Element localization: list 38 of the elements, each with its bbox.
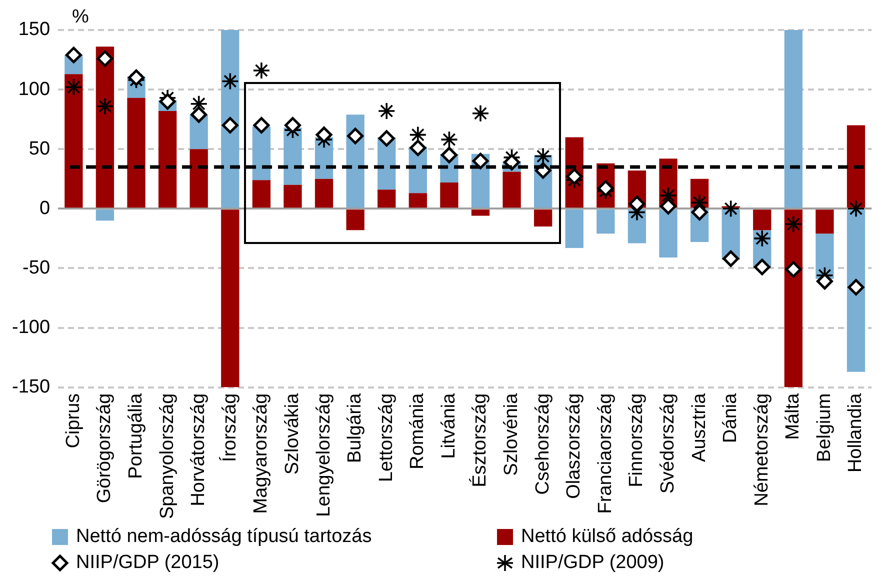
y-tick-label: 50 bbox=[28, 138, 50, 160]
legend-label: NIIP/GDP (2009) bbox=[521, 552, 664, 574]
x-tick-label: Portugália bbox=[125, 392, 146, 479]
y-axis-title: % bbox=[72, 6, 90, 28]
x-tick-label: Svédország bbox=[657, 393, 678, 494]
legend-label: Nettó külső adósság bbox=[521, 526, 694, 548]
y-tick-label: -150 bbox=[12, 376, 50, 398]
x-tick-label: Magyarország bbox=[250, 393, 272, 514]
legend-label: Nettó nem-adósság típusú tartozás bbox=[76, 526, 372, 548]
x-tick-label: Lettország bbox=[376, 393, 397, 482]
y-tick-label: 0 bbox=[39, 198, 50, 219]
legend-label: NIIP/GDP (2015) bbox=[76, 552, 220, 574]
y-tick-label: 150 bbox=[18, 19, 50, 40]
y-tick-label: -50 bbox=[22, 257, 50, 278]
x-tick-label: Románia bbox=[407, 392, 428, 470]
y-tick-label: 100 bbox=[18, 78, 50, 100]
y-tick-label: -100 bbox=[12, 316, 50, 338]
x-tick-label: Dánia bbox=[720, 392, 742, 443]
x-tick-label: Belgium bbox=[814, 393, 835, 462]
x-tick-label: Észtország bbox=[468, 393, 491, 488]
x-tick-label: Ausztria bbox=[688, 392, 710, 462]
x-tick-label: Spanyolország bbox=[156, 393, 178, 520]
x-tick-label: Bulgária bbox=[344, 392, 366, 464]
x-tick-label: Görögország bbox=[94, 393, 116, 504]
x-tick-label: Németország bbox=[751, 393, 772, 506]
x-tick-label: Litvánia bbox=[438, 392, 460, 459]
x-tick-label: Málta bbox=[782, 392, 804, 440]
x-tick-label: Lengyelország bbox=[313, 393, 334, 517]
x-tick-label: Hollandia bbox=[845, 392, 866, 473]
x-tick-label: Szlovákia bbox=[282, 392, 303, 475]
x-tick-label: Csehország bbox=[532, 393, 554, 495]
x-tick-label: Írország bbox=[218, 393, 240, 462]
x-tick-label: Szlovénia bbox=[501, 392, 522, 476]
x-tick-label: Finnország bbox=[626, 393, 648, 488]
x-tick-label: Olaszország bbox=[564, 393, 585, 499]
x-tick-label: Ciprus bbox=[62, 393, 84, 448]
x-tick-label: Horvátország bbox=[188, 393, 210, 506]
x-tick-label: Franciaország bbox=[594, 393, 616, 514]
